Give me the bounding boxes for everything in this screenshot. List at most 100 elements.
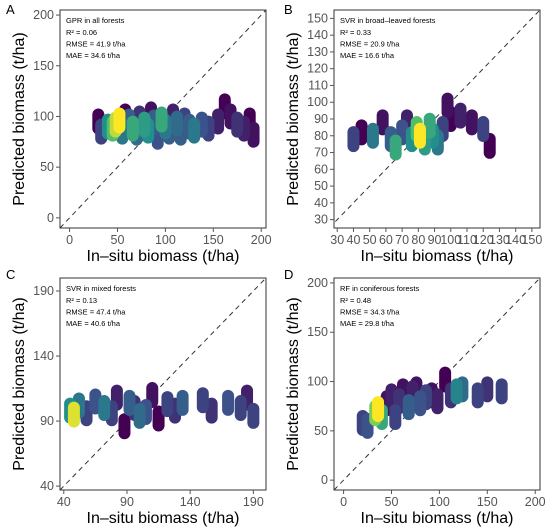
x-tick-label: 0	[340, 495, 347, 509]
chart-title: RF in coniferous forests	[340, 284, 419, 293]
data-point	[247, 121, 260, 148]
data-point	[431, 388, 444, 415]
data-point	[234, 395, 247, 422]
y-axis-title: Predicted biomass (t/ha)	[285, 32, 302, 205]
data-point	[481, 376, 494, 403]
plot-frame	[333, 277, 541, 491]
x-tick-label: 50	[111, 233, 125, 247]
data-point	[471, 382, 484, 409]
x-axis-title: In–situ biomass (t/ha)	[361, 248, 514, 265]
data-point	[389, 404, 402, 431]
y-tick-label: 40	[314, 196, 328, 210]
panel-c: C 40 90 140 190 40 90 140 190 SVR in mixed forest…	[6, 267, 267, 527]
data-point	[231, 111, 244, 138]
panel-b: B30 40 50 60 70 80 901001101201301401503040506…	[284, 2, 542, 265]
data-point	[161, 391, 174, 418]
y-tick-label: 150	[33, 59, 54, 73]
x-tick-label: 140	[180, 495, 201, 509]
chart-title: SVR in mixed forests	[66, 284, 136, 293]
x-tick-label: 90	[428, 233, 442, 247]
y-axis-title: Predicted biomass (t/ha)	[285, 297, 302, 470]
data-point	[347, 126, 360, 153]
stat-line: R² = 0.33	[340, 28, 371, 37]
data-point	[423, 112, 436, 139]
y-tick-label: 70	[314, 146, 328, 160]
stat-line: RMSE = 41.9 t/ha	[66, 40, 126, 49]
stat-line: RMSE = 34.3 t/ha	[340, 308, 400, 317]
x-tick-label: 150	[477, 495, 498, 509]
data-point	[118, 413, 131, 440]
data-point	[376, 109, 389, 136]
data-point	[450, 378, 463, 405]
data-point	[212, 108, 225, 135]
data-point	[196, 387, 209, 414]
panel-d: D 0 50 100 150 200 0 50 100 150 200 RF in coniferou…	[284, 267, 546, 527]
stat-line: R² = 0.48	[340, 296, 371, 305]
data-point	[126, 115, 139, 142]
one-to-one-line	[60, 10, 266, 228]
y-tick-label: 60	[314, 162, 328, 176]
plot-frame	[59, 9, 267, 229]
x-axis-title: In–situ biomass (t/ha)	[361, 510, 514, 527]
data-point	[176, 389, 189, 416]
x-tick-label: 130	[489, 233, 510, 247]
x-tick-label: 90	[120, 495, 134, 509]
y-tick-label: 100	[33, 109, 54, 123]
data-point	[138, 111, 151, 138]
x-tick-label: 0	[66, 233, 73, 247]
data-point	[389, 134, 402, 161]
stat-line: R² = 0.13	[66, 296, 97, 305]
stat-line: MAE = 34.6 t/ha	[66, 51, 121, 60]
plot-frame	[59, 277, 267, 491]
one-to-one-line	[60, 278, 266, 490]
y-tick-label: 90	[314, 112, 328, 126]
x-tick-label: 50	[363, 233, 377, 247]
y-axis-title: Predicted biomass (t/ha)	[11, 32, 28, 205]
plot-area	[60, 10, 266, 228]
x-tick-label: 150	[521, 233, 542, 247]
y-tick-label: 30	[314, 213, 328, 227]
stat-line: MAE = 29.8 t/ha	[340, 319, 395, 328]
plot-area	[60, 278, 266, 490]
x-tick-label: 200	[525, 495, 546, 509]
y-tick-label: 140	[307, 28, 328, 42]
data-point	[113, 107, 126, 134]
data-point	[465, 109, 478, 136]
y-tick-label: 200	[33, 8, 54, 22]
y-tick-label: 100	[307, 375, 328, 389]
data-point	[414, 390, 427, 417]
stat-line: RMSE = 47.4 t/ha	[66, 308, 126, 317]
panel-a: A 0 50 100 150 200 0 50 100 150 200 GPR in all fore…	[6, 2, 272, 265]
x-tick-label: 110	[457, 233, 477, 247]
panel-letter: B	[284, 2, 293, 17]
x-tick-label: 100	[429, 495, 450, 509]
data-point	[477, 116, 490, 143]
x-tick-label: 80	[411, 233, 425, 247]
y-tick-label: 50	[314, 179, 328, 193]
panel-letter: C	[6, 267, 15, 282]
x-tick-label: 200	[251, 233, 272, 247]
x-tick-label: 100	[440, 233, 461, 247]
data-point	[454, 102, 467, 129]
plot-area	[334, 10, 540, 224]
stat-line: R² = 0.06	[66, 28, 97, 37]
one-to-one-line	[334, 278, 540, 490]
x-tick-label: 70	[395, 233, 409, 247]
data-point	[123, 389, 136, 416]
data-point	[98, 395, 111, 422]
stat-line: MAE = 40.6 t/ha	[66, 319, 121, 328]
y-tick-label: 150	[307, 11, 328, 25]
stat-line: MAE = 16.6 t/ha	[340, 51, 395, 60]
y-tick-label: 140	[33, 349, 54, 363]
data-point	[155, 106, 168, 133]
y-tick-label: 90	[40, 414, 54, 428]
chart-title: SVR in broad–leaved forests	[340, 16, 436, 25]
y-axis-title: Predicted biomass (t/ha)	[11, 297, 28, 470]
x-tick-label: 150	[203, 233, 224, 247]
x-tick-label: 40	[347, 233, 361, 247]
plot-area	[334, 278, 540, 490]
data-point	[366, 122, 379, 149]
x-tick-label: 120	[473, 233, 494, 247]
data-point	[402, 394, 415, 421]
data-point	[372, 396, 385, 423]
